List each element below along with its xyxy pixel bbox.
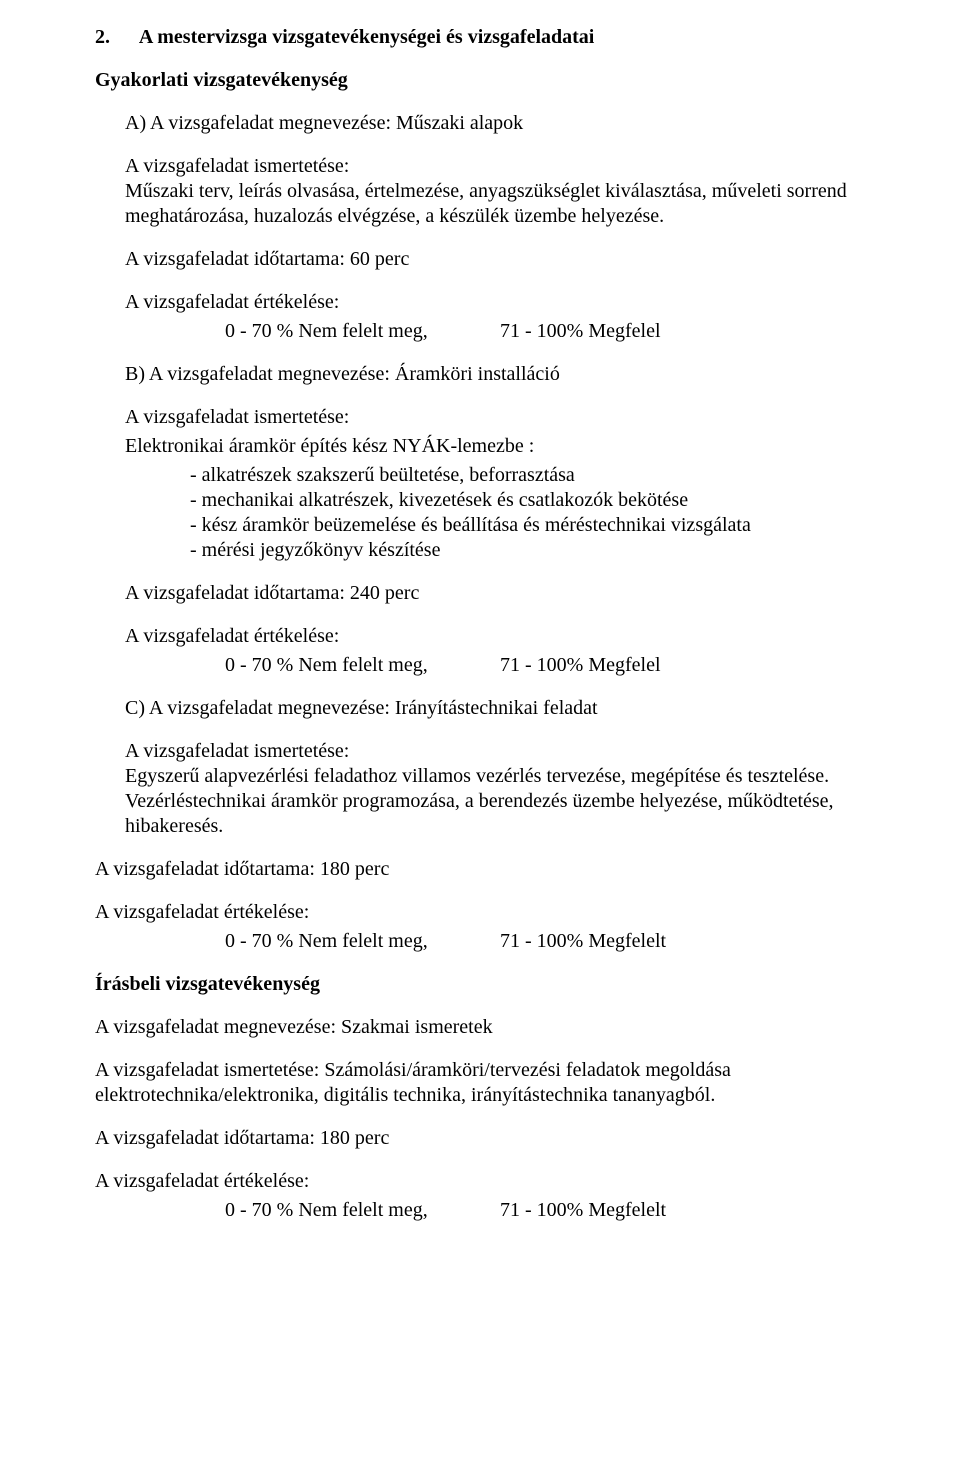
task-a-eval-fail: 0 - 70 % Nem felelt meg,	[225, 319, 500, 344]
task-c-eval-label: A vizsgafeladat értékelése:	[95, 900, 882, 925]
list-item: - mérési jegyzőkönyv készítése	[190, 538, 882, 563]
section-title: 2. A mestervizsga vizsgatevékenységei és…	[95, 25, 882, 50]
written-heading: Írásbeli vizsgatevékenység	[95, 972, 882, 997]
written-duration: A vizsgafeladat időtartama: 180 perc	[95, 1126, 882, 1151]
section-number: 2.	[95, 26, 110, 48]
written-eval-label: A vizsgafeladat értékelése:	[95, 1169, 882, 1194]
task-c-name: C) A vizsgafeladat megnevezése: Irányítá…	[125, 696, 882, 721]
task-a-desc-text: Műszaki terv, leírás olvasása, értelmezé…	[125, 179, 882, 229]
task-a-eval-values: 0 - 70 % Nem felelt meg, 71 - 100% Megfe…	[225, 319, 882, 344]
written-name: A vizsgafeladat megnevezése: Szakmai ism…	[95, 1015, 882, 1040]
task-c-desc-label: A vizsgafeladat ismertetése:	[125, 739, 882, 764]
written-eval-fail: 0 - 70 % Nem felelt meg,	[225, 1198, 500, 1223]
task-b-eval-values: 0 - 70 % Nem felelt meg, 71 - 100% Megfe…	[225, 653, 882, 678]
list-item: - mechanikai alkatrészek, kivezetések és…	[190, 488, 882, 513]
task-c-duration: A vizsgafeladat időtartama: 180 perc	[95, 857, 882, 882]
written-eval-pass: 71 - 100% Megfelelt	[500, 1198, 666, 1223]
written-desc: A vizsgafeladat ismertetése: Számolási/á…	[95, 1058, 882, 1108]
task-c-description: A vizsgafeladat ismertetése: Egyszerű al…	[125, 739, 882, 839]
section-title-text: A mestervizsga vizsgatevékenységei és vi…	[139, 26, 594, 48]
task-c-eval-values: 0 - 70 % Nem felelt meg, 71 - 100% Megfe…	[225, 929, 882, 954]
task-c-eval-fail: 0 - 70 % Nem felelt meg,	[225, 929, 500, 954]
task-c-eval-pass: 71 - 100% Megfelelt	[500, 929, 666, 954]
task-b-eval-pass: 71 - 100% Megfelel	[500, 653, 661, 678]
task-b-eval-fail: 0 - 70 % Nem felelt meg,	[225, 653, 500, 678]
task-a-eval-pass: 71 - 100% Megfelel	[500, 319, 661, 344]
task-b-desc-label: A vizsgafeladat ismertetése:	[125, 405, 882, 430]
written-eval-values: 0 - 70 % Nem felelt meg, 71 - 100% Megfe…	[225, 1198, 882, 1223]
list-item: - kész áramkör beüzemelése és beállítása…	[190, 513, 882, 538]
task-c-desc-text: Egyszerű alapvezérlési feladathoz villam…	[125, 764, 882, 839]
task-a-duration: A vizsgafeladat időtartama: 60 perc	[125, 247, 882, 272]
task-a-description: A vizsgafeladat ismertetése: Műszaki ter…	[125, 154, 882, 229]
practical-heading: Gyakorlati vizsgatevékenység	[95, 68, 882, 93]
task-a-name: A) A vizsgafeladat megnevezése: Műszaki …	[125, 111, 882, 136]
task-b-name: B) A vizsgafeladat megnevezése: Áramköri…	[125, 362, 882, 387]
task-b-desc-lead: Elektronikai áramkör építés kész NYÁK-le…	[125, 434, 882, 459]
task-a-desc-label: A vizsgafeladat ismertetése:	[125, 154, 882, 179]
task-a-eval-label: A vizsgafeladat értékelése:	[125, 290, 882, 315]
task-b-bullets: - alkatrészek szakszerű beültetése, befo…	[190, 463, 882, 563]
task-b-duration: A vizsgafeladat időtartama: 240 perc	[125, 581, 882, 606]
list-item: - alkatrészek szakszerű beültetése, befo…	[190, 463, 882, 488]
task-b-eval-label: A vizsgafeladat értékelése:	[125, 624, 882, 649]
